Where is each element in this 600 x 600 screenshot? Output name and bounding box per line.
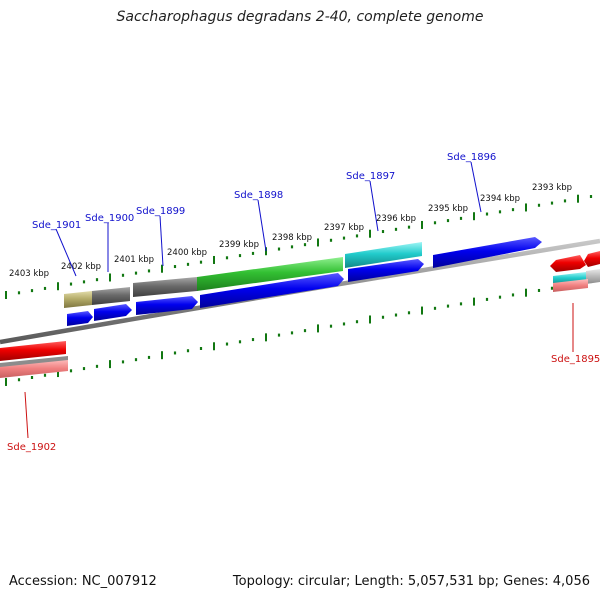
leader-line-sde-1898 xyxy=(257,199,267,252)
reverse-genes xyxy=(0,251,600,378)
gene-arrow-sde-1895[interactable] xyxy=(550,255,586,272)
feature-block-cyan[interactable] xyxy=(345,242,422,268)
gene-label-sde-1897[interactable]: Sde_1897 xyxy=(346,171,395,182)
tick-label-2393-kbp: 2393 kbp xyxy=(532,183,572,193)
map-title: Saccharophagus degradans 2-40, complete … xyxy=(116,9,484,25)
feature-block-gray-2[interactable] xyxy=(133,277,197,297)
tick-label-2398-kbp: 2398 kbp xyxy=(272,233,312,243)
feature-block-olive[interactable] xyxy=(64,291,92,308)
gene-arrow-sde-1902[interactable] xyxy=(0,341,66,361)
feature-block-gray-right[interactable] xyxy=(586,269,600,284)
tick-label-2397-kbp: 2397 kbp xyxy=(324,223,364,233)
gene-label-sde-1898[interactable]: Sde_1898 xyxy=(234,190,283,201)
feature-block-pink-left[interactable] xyxy=(0,359,68,378)
leader-line-sde-1897 xyxy=(369,180,379,232)
gene-label-sde-1900[interactable]: Sde_1900 xyxy=(85,213,134,224)
gene-label-sde-1899[interactable]: Sde_1899 xyxy=(136,206,185,217)
gene-arrow-sde-1898[interactable] xyxy=(200,273,344,308)
feature-block-pink-right[interactable] xyxy=(553,279,588,292)
gene-label-sde-1901[interactable]: Sde_1901 xyxy=(32,220,81,231)
tick-label-2395-kbp: 2395 kbp xyxy=(428,204,468,214)
tick-label-2400-kbp: 2400 kbp xyxy=(167,248,207,258)
gene-label-sde-1895[interactable]: Sde_1895 xyxy=(551,354,600,365)
leader-line-sde-1896 xyxy=(470,161,482,213)
gene-arrow-sde-1896[interactable] xyxy=(433,237,542,268)
gene-arrow-sde-1901[interactable] xyxy=(67,311,93,326)
feature-block-gray-1[interactable] xyxy=(92,287,130,305)
tick-label-2402-kbp: 2402 kbp xyxy=(61,262,101,272)
genome-summary-text: Topology: circular; Length: 5,057,531 bp… xyxy=(232,574,590,589)
tick-label-group: 2403 kbp 2402 kbp 2401 kbp 2400 kbp 2399… xyxy=(9,183,572,279)
tick-label-2394-kbp: 2394 kbp xyxy=(480,194,520,204)
tick-label-2401-kbp: 2401 kbp xyxy=(114,255,154,265)
tick-label-2403-kbp: 2403 kbp xyxy=(9,269,49,279)
tick-label-2396-kbp: 2396 kbp xyxy=(376,214,416,224)
gene-label-sde-1902[interactable]: Sde_1902 xyxy=(7,442,56,453)
leader-line-sde-1901 xyxy=(55,228,77,277)
leader-line-sde-1899 xyxy=(159,215,164,267)
feature-block-green[interactable] xyxy=(197,257,343,291)
feature-block-gray-left[interactable] xyxy=(0,356,68,367)
gene-label-group: Sde_1901 Sde_1900 Sde_1899 Sde_1898 Sde_… xyxy=(7,152,600,453)
gene-arrow-sde-1899[interactable] xyxy=(136,296,198,315)
accession-text: Accession: NC_007912 xyxy=(9,574,157,589)
leader-line-sde-1902 xyxy=(24,391,29,439)
gene-arrow-sde-1900[interactable] xyxy=(94,304,132,321)
gene-label-sde-1896[interactable]: Sde_1896 xyxy=(447,152,496,163)
forward-genes xyxy=(67,237,542,326)
label-leader-lines xyxy=(24,161,574,439)
feature-track-upper xyxy=(64,242,586,308)
tick-label-2399-kbp: 2399 kbp xyxy=(219,240,259,250)
gene-arrow-right-edge[interactable] xyxy=(584,251,600,267)
gene-arrow-sde-1897[interactable] xyxy=(348,259,424,282)
